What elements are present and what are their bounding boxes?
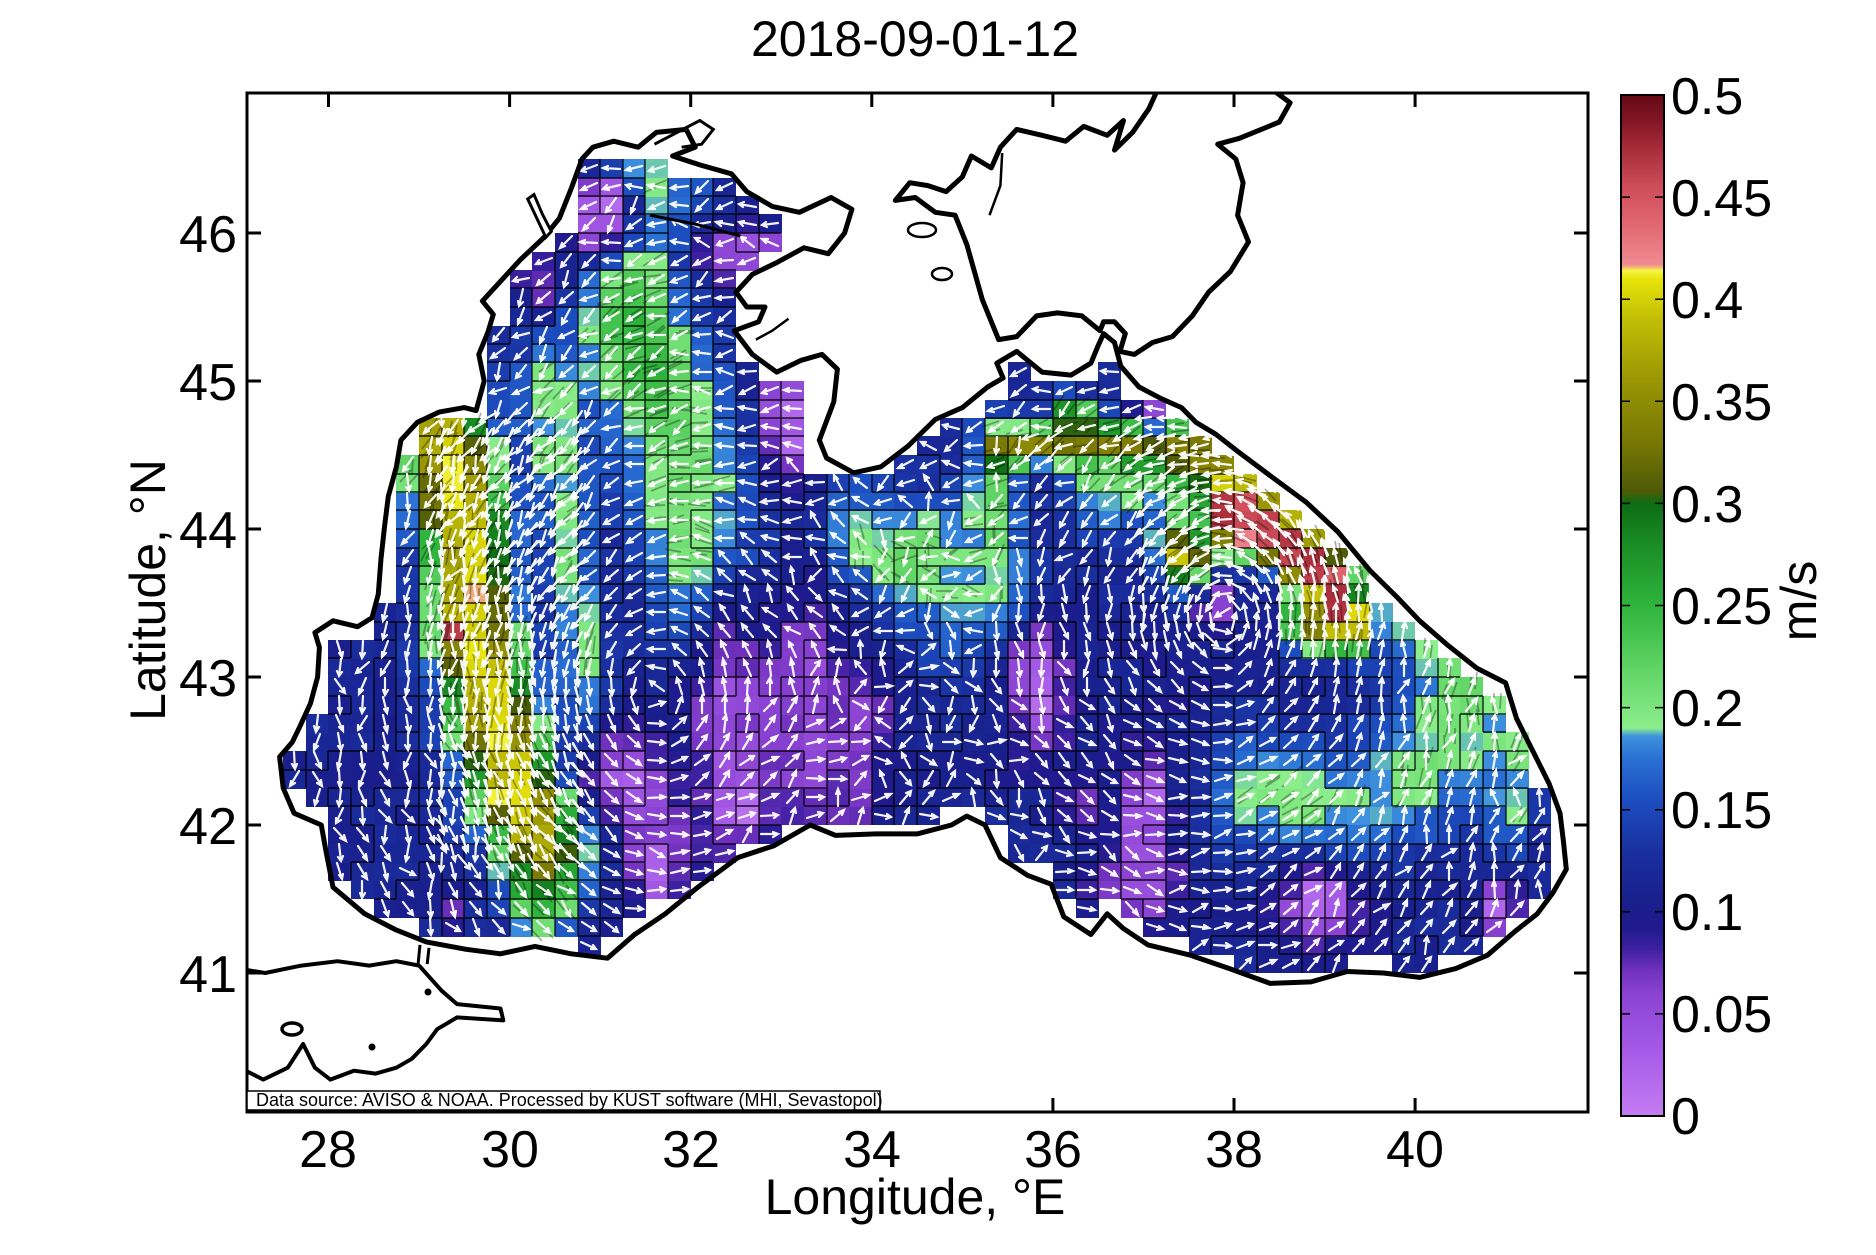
svg-text:0.15: 0.15 (1671, 782, 1772, 840)
svg-text:Latitude, °N: Latitude, °N (120, 459, 176, 721)
svg-text:0.45: 0.45 (1671, 170, 1772, 228)
svg-text:Longitude, °E: Longitude, °E (765, 1169, 1066, 1225)
svg-text:42: 42 (179, 798, 237, 856)
svg-text:40: 40 (1386, 1121, 1444, 1179)
svg-text:38: 38 (1205, 1121, 1263, 1179)
svg-text:0.25: 0.25 (1671, 578, 1772, 636)
svg-text:0.05: 0.05 (1671, 986, 1772, 1044)
svg-text:m/s: m/s (1771, 561, 1827, 642)
svg-text:0.2: 0.2 (1671, 680, 1743, 738)
svg-text:0.5: 0.5 (1671, 68, 1743, 126)
svg-text:30: 30 (481, 1121, 539, 1179)
svg-text:0.1: 0.1 (1671, 884, 1743, 942)
svg-text:28: 28 (299, 1121, 357, 1179)
svg-text:41: 41 (179, 946, 237, 1004)
svg-text:44: 44 (179, 502, 237, 560)
svg-text:0.3: 0.3 (1671, 476, 1743, 534)
svg-text:43: 43 (179, 650, 237, 708)
svg-text:Data source: AVISO & NOAA. Pro: Data source: AVISO & NOAA. Processed by … (256, 1090, 883, 1110)
svg-text:0: 0 (1671, 1088, 1700, 1146)
svg-text:46: 46 (179, 206, 237, 264)
svg-text:0.35: 0.35 (1671, 374, 1772, 432)
svg-text:2018-09-01-12: 2018-09-01-12 (751, 11, 1079, 67)
svg-text:45: 45 (179, 354, 237, 412)
svg-text:0.4: 0.4 (1671, 272, 1743, 330)
svg-text:32: 32 (662, 1121, 720, 1179)
